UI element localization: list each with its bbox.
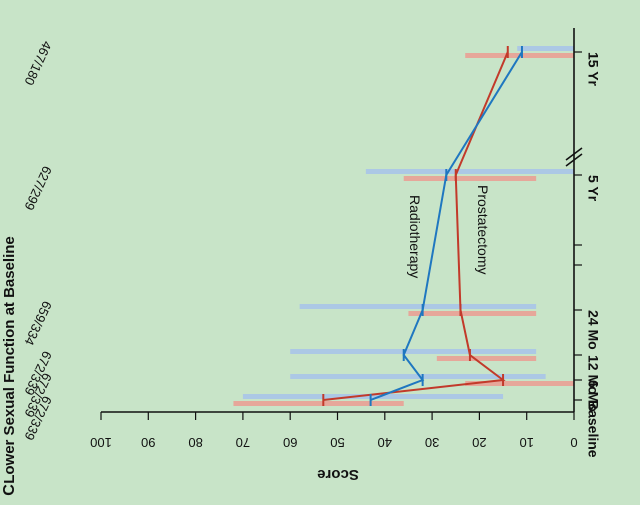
iqr-band-prostatectomy <box>233 401 404 406</box>
time-tick-label: 5 Yr <box>585 175 601 202</box>
panel-letter: C <box>1 484 18 496</box>
score-tick-label: 80 <box>188 435 202 450</box>
iqr-band-prostatectomy <box>408 311 537 316</box>
time-tick-label: 24 Mo <box>585 310 601 350</box>
y-axis-title: Score <box>317 466 359 483</box>
time-tick-label: 6 Mo <box>585 380 601 412</box>
chart-title: Lower Sexual Function at Baseline <box>1 236 18 484</box>
score-tick-label: 50 <box>330 435 344 450</box>
score-tick-label: 100 <box>90 435 112 450</box>
series-line-radiotherapy <box>370 51 523 401</box>
score-ticks: 0 10 20 30 40 50 60 70 80 90 100 <box>90 412 578 450</box>
score-tick-label: 0 <box>570 435 577 450</box>
series-label-radiotherapy: Radiotherapy <box>407 195 423 278</box>
iqr-band-radiotherapy <box>290 374 546 379</box>
count-label: 659/334 <box>21 299 54 348</box>
series-label-prostatectomy: Prostatectomy <box>475 185 491 274</box>
score-tick-label: 60 <box>283 435 297 450</box>
score-tick-label: 40 <box>378 435 392 450</box>
iqr-band-radiotherapy <box>517 46 574 51</box>
score-tick-label: 90 <box>141 435 155 450</box>
iqr-band-prostatectomy <box>465 381 574 386</box>
count-label: 627/299 <box>21 164 54 213</box>
score-tick-label: 30 <box>425 435 439 450</box>
iqr-band-prostatectomy <box>436 356 537 361</box>
iqr-band-radiotherapy <box>242 394 504 399</box>
axis-break-mark <box>565 147 583 161</box>
series-lines <box>322 46 523 406</box>
count-label: 467/180 <box>21 39 54 88</box>
series-line-prostatectomy <box>323 51 509 401</box>
iqr-band-radiotherapy <box>365 169 574 174</box>
iqr-band-radiotherapy <box>290 349 537 354</box>
score-tick-label: 10 <box>519 435 533 450</box>
time-tick-label: Baseline <box>585 400 601 458</box>
count-label: 672/339 <box>21 349 54 398</box>
score-tick-label: 70 <box>236 435 250 450</box>
iqr-band-prostatectomy <box>403 176 537 181</box>
series-labels: Prostatectomy Radiotherapy <box>407 185 491 278</box>
time-tick-label: 15 Yr <box>585 52 601 87</box>
axes <box>101 28 583 413</box>
axis-break-mark <box>565 153 583 167</box>
score-tick-label: 20 <box>472 435 486 450</box>
iqr-band-radiotherapy <box>299 304 537 309</box>
count-labels: 672/339672/339672/339659/334627/299467/1… <box>21 39 54 443</box>
time-tick-label: 12 Mo <box>585 355 601 395</box>
